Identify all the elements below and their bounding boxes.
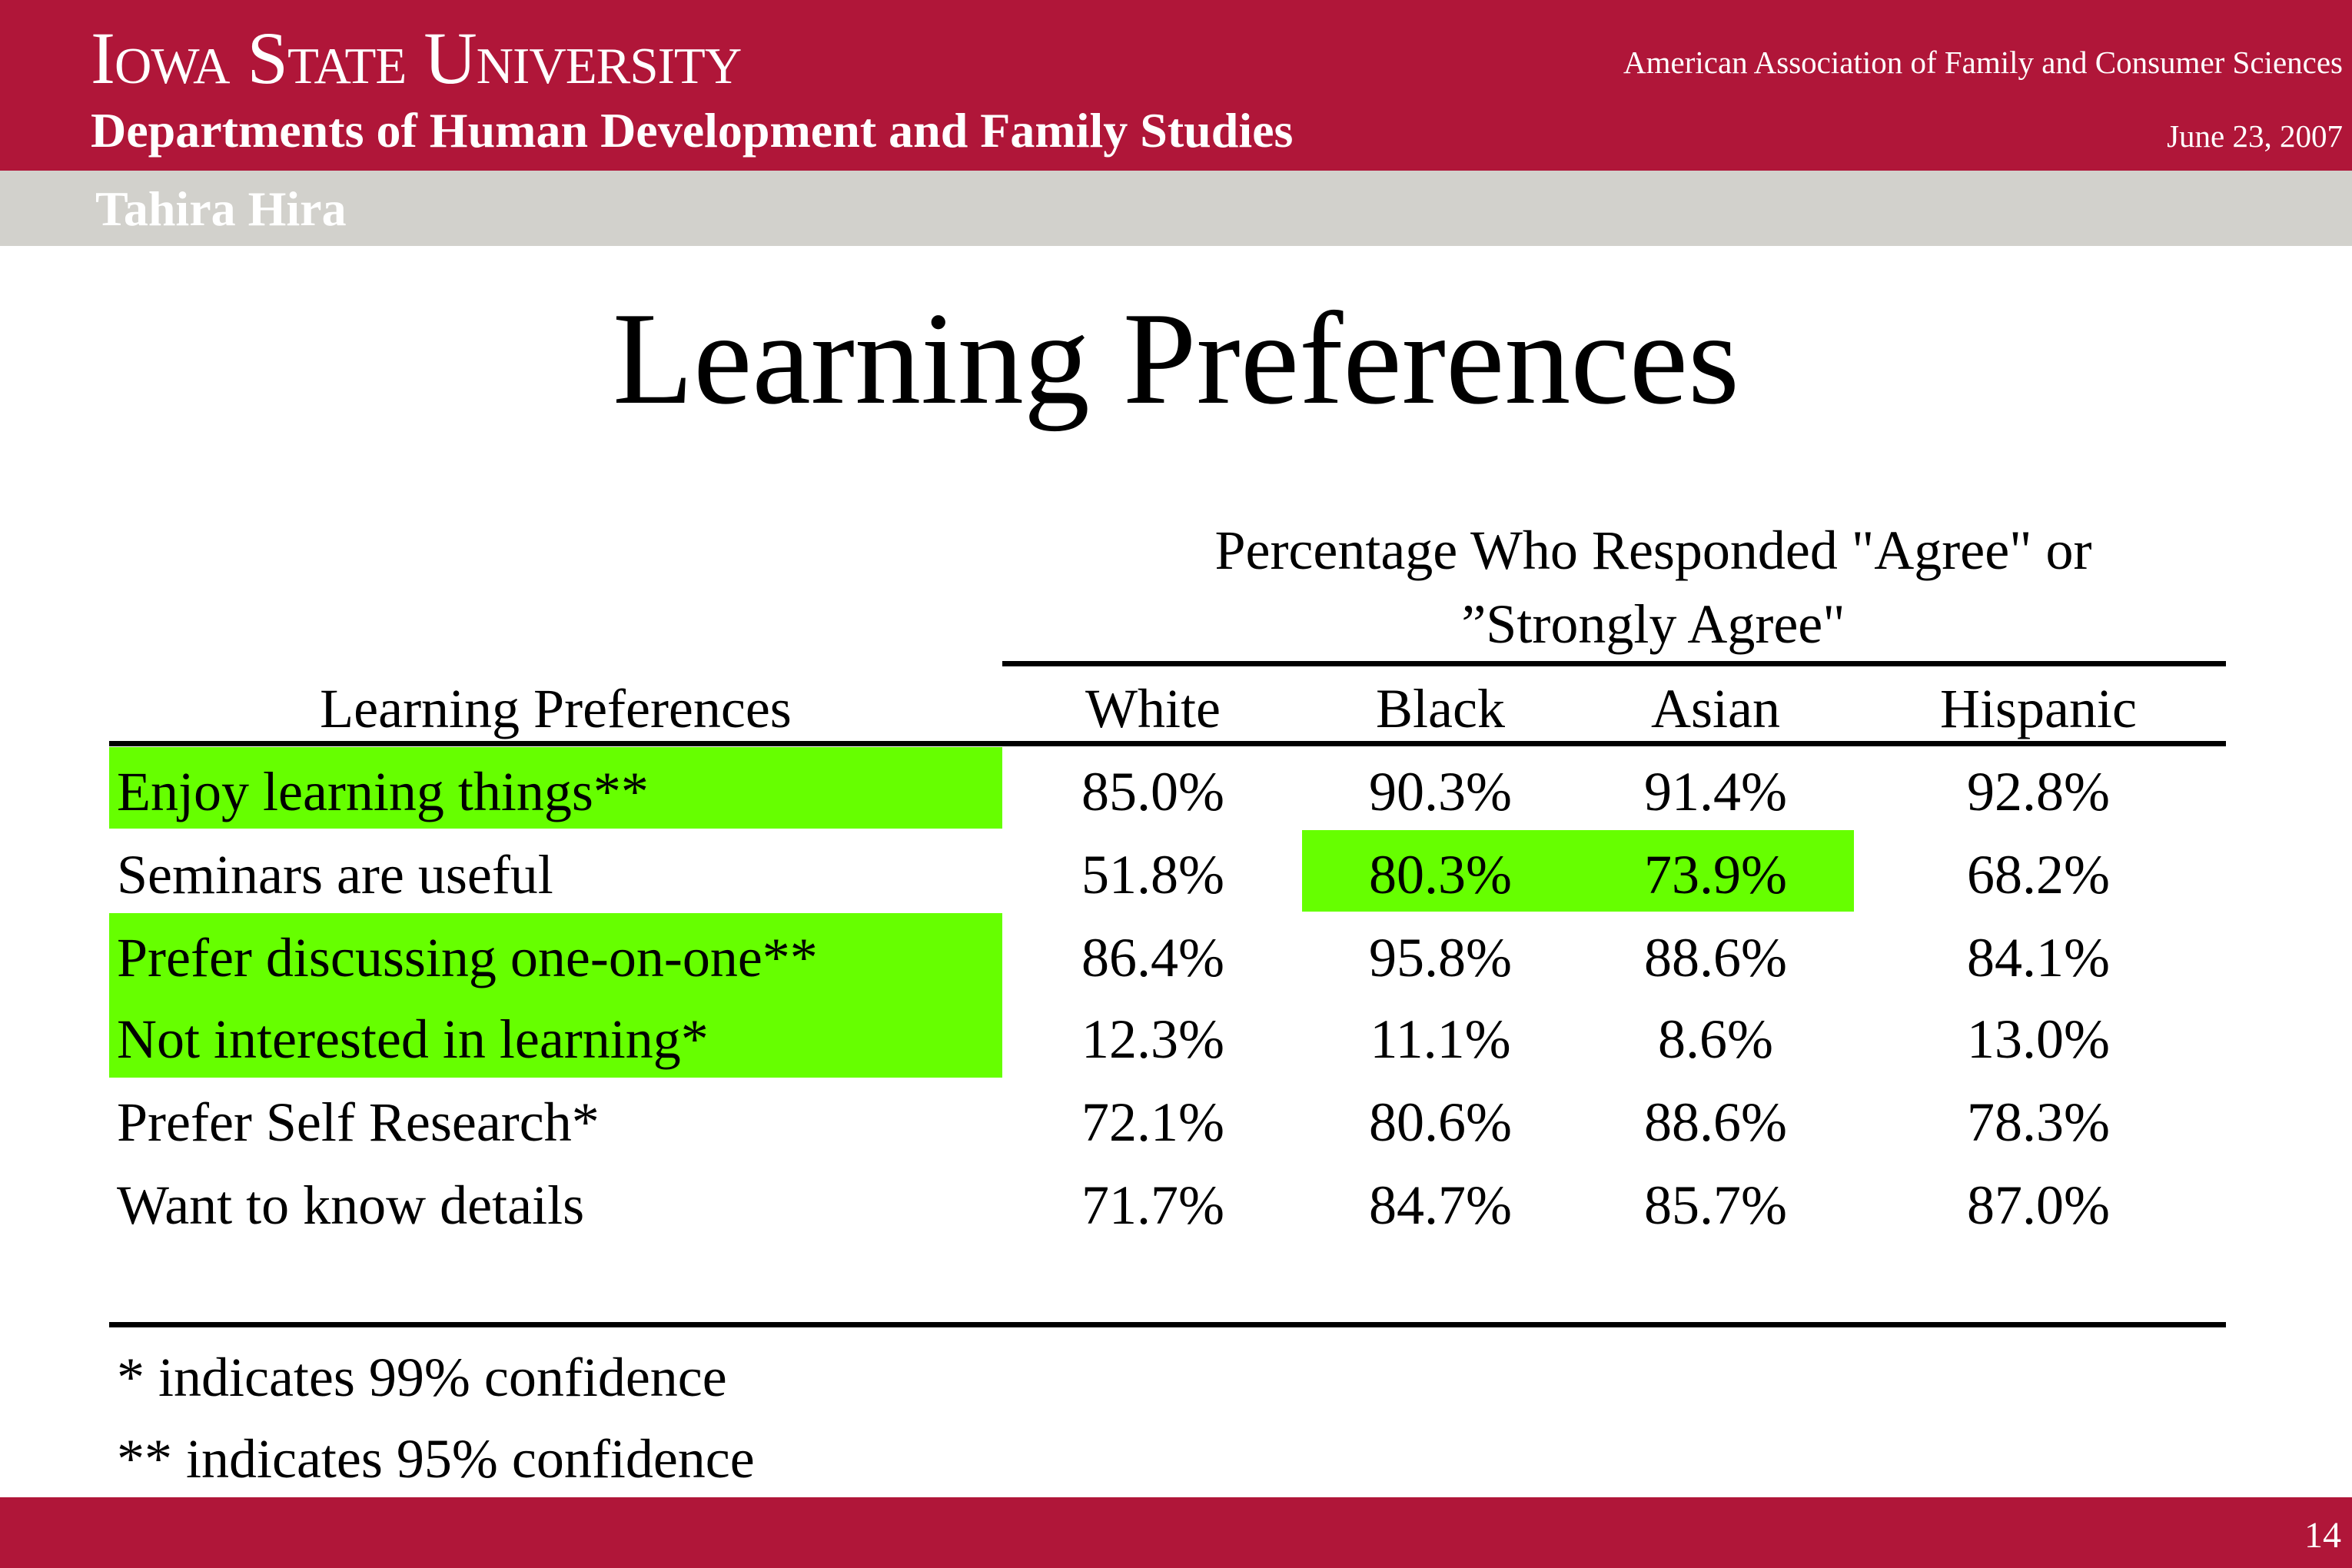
cell-black: 90.3% (1369, 761, 1512, 822)
cell-asian: 8.6% (1658, 1008, 1773, 1070)
cell-white: 85.0% (1081, 761, 1224, 822)
row-label: Seminars are useful (117, 844, 553, 905)
highlight-cells-seminars (1302, 830, 1854, 912)
table-group-header-line1: Percentage Who Responded "Agree" or (1214, 520, 2092, 581)
cell-black: 80.6% (1369, 1091, 1512, 1153)
cell-black: 11.1% (1370, 1008, 1511, 1070)
table-group-header: Percentage Who Responded "Agree" or ”Str… (1004, 513, 2303, 661)
page-number: 14 (2304, 1515, 2341, 1556)
row-label: Want to know details (117, 1174, 585, 1236)
note-95-confidence: ** indicates 95% confidence (117, 1428, 755, 1490)
cell-asian: 73.9% (1644, 844, 1787, 905)
note-99-confidence: * indicates 99% confidence (117, 1347, 727, 1408)
column-header-hispanic: Hispanic (1940, 678, 2137, 739)
cell-asian: 88.6% (1644, 1091, 1787, 1153)
cell-white: 72.1% (1081, 1091, 1224, 1153)
cell-asian: 88.6% (1644, 927, 1787, 988)
cell-asian: 85.7% (1644, 1174, 1787, 1236)
cell-hispanic: 84.1% (1967, 927, 2110, 988)
row-header-label: Learning Preferences (320, 678, 792, 739)
cell-hispanic: 78.3% (1967, 1091, 2110, 1153)
group-header-rule (1002, 661, 2226, 666)
presentation-date: June 23, 2007 (2167, 118, 2343, 154)
column-header-asian: Asian (1651, 678, 1780, 739)
slide-title: Learning Preferences (613, 286, 1739, 432)
column-header-white: White (1085, 678, 1221, 739)
row-label: Enjoy learning things** (117, 761, 649, 822)
author-name: Tahira Hira (95, 181, 347, 236)
row-label: Not interested in learning* (117, 1008, 709, 1070)
row-label: Prefer Self Research* (117, 1091, 600, 1153)
footer-bar: 14 (0, 1497, 2352, 1568)
highlight-rows-discussing-not-interested (109, 913, 1002, 1078)
cell-black: 95.8% (1369, 927, 1512, 988)
cell-black: 80.3% (1369, 844, 1512, 905)
cell-asian: 91.4% (1644, 761, 1787, 822)
table-group-header-line2: ”Strongly Agree" (1461, 593, 1845, 655)
table-bottom-rule (109, 1322, 2226, 1327)
column-header-black: Black (1376, 678, 1505, 739)
highlight-row-enjoy (109, 747, 1002, 829)
cell-hispanic: 13.0% (1967, 1008, 2110, 1070)
cell-white: 12.3% (1081, 1008, 1224, 1070)
conference-name: American Association of Family and Consu… (1623, 45, 2343, 80)
cell-black: 84.7% (1369, 1174, 1512, 1236)
author-bar: Tahira Hira (0, 171, 2352, 246)
cell-white: 71.7% (1081, 1174, 1224, 1236)
university-logotype: Iowa State University (91, 17, 742, 99)
cell-white: 86.4% (1081, 927, 1224, 988)
department-name: Departments of Human Development and Fam… (91, 103, 1294, 158)
column-header-rule (109, 741, 2226, 746)
cell-hispanic: 92.8% (1967, 761, 2110, 822)
cell-hispanic: 68.2% (1967, 844, 2110, 905)
row-label: Prefer discussing one-on-one** (117, 927, 818, 988)
header-bar: Iowa State University Departments of Hum… (0, 0, 2352, 171)
cell-hispanic: 87.0% (1967, 1174, 2110, 1236)
cell-white: 51.8% (1081, 844, 1224, 905)
